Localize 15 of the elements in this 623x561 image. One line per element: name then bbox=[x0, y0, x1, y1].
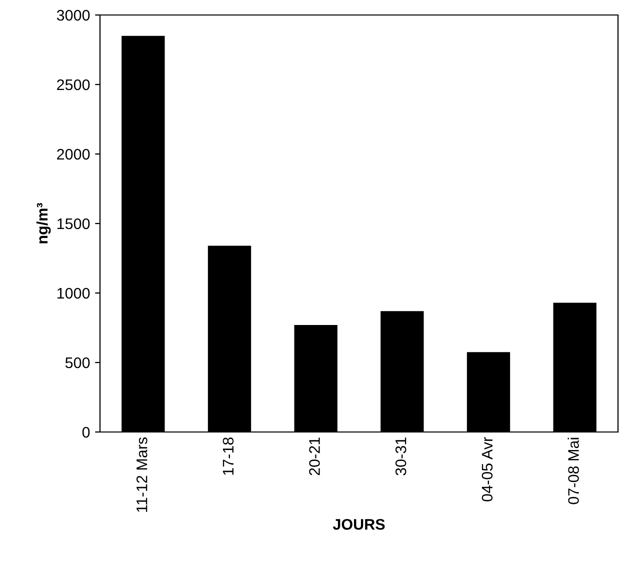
y-axis-title: ng/m³ bbox=[36, 203, 51, 244]
y-tick-label: 1000 bbox=[57, 288, 90, 299]
y-tick-label: 0 bbox=[82, 426, 90, 438]
x-tick-label: 04-05 Avr bbox=[482, 437, 493, 502]
x-tick-label: 17-18 bbox=[222, 438, 234, 475]
x-tick-label: 11-12 Mars bbox=[136, 437, 148, 512]
y-tick-label: 1500 bbox=[57, 218, 90, 230]
y-tick-label: 3000 bbox=[56, 10, 90, 21]
y-tick-label: 2500 bbox=[57, 79, 90, 90]
x-axis-title: JOURS bbox=[332, 518, 385, 530]
x-tick-label: 20-21 bbox=[309, 438, 320, 476]
x-tick-label: 07-08 Mai bbox=[568, 438, 579, 504]
y-tick-label: 500 bbox=[65, 357, 90, 368]
x-tick-label: 30-31 bbox=[395, 438, 406, 476]
y-tick-label: 2000 bbox=[57, 148, 90, 160]
